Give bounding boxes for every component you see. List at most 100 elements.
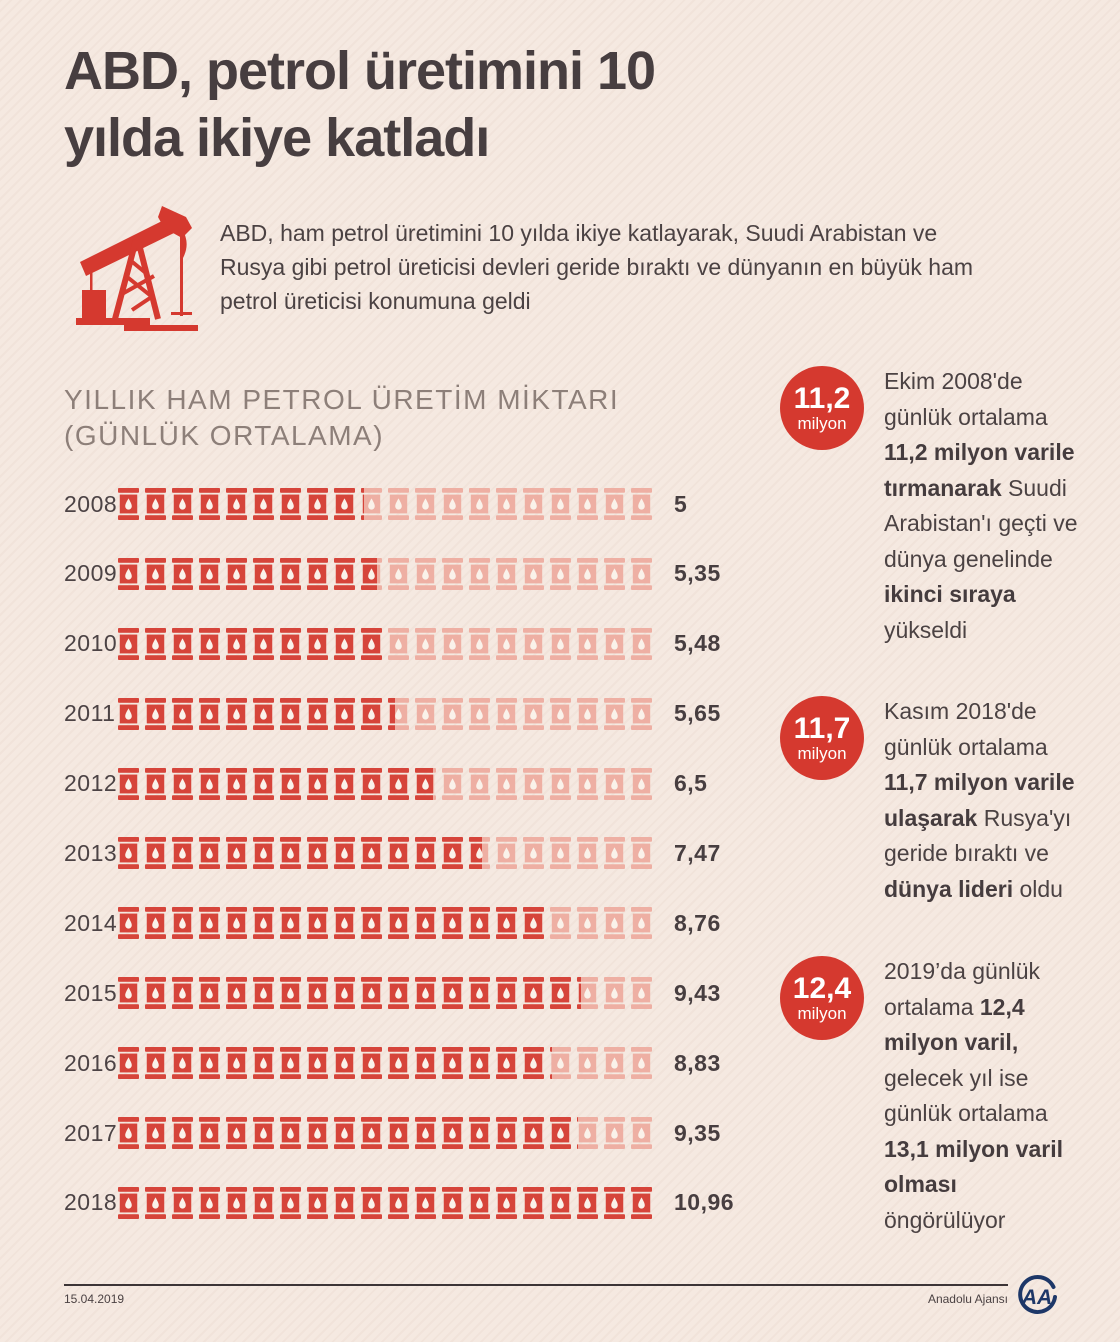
- barrel-icon: [361, 488, 382, 520]
- barrel-icon: [550, 907, 571, 940]
- barrel-icon: [496, 767, 517, 800]
- barrel-icon: [604, 1186, 625, 1219]
- barrel-icon: [118, 907, 139, 940]
- barrel-icon: [253, 907, 274, 940]
- barrel-icon: [334, 557, 355, 590]
- barrel-icon: [334, 627, 355, 660]
- barrel-icon: [280, 767, 301, 800]
- value-label: 6,5: [674, 770, 708, 797]
- barrel-icon: [253, 1186, 274, 1219]
- barrel-track: [118, 767, 658, 800]
- barrel-icon: [145, 627, 166, 660]
- barrel-icon: [550, 767, 571, 800]
- barrel-icon: [631, 697, 652, 730]
- barrel-icon: [631, 907, 652, 940]
- barrel-icon: [307, 767, 328, 800]
- barrel-icon: [550, 627, 571, 660]
- barrel-icon: [307, 1047, 328, 1080]
- barrel-icon: [496, 907, 517, 940]
- barrel-icon: [496, 1047, 517, 1080]
- value-label: 5,48: [674, 630, 721, 657]
- value-label: 5: [674, 490, 688, 517]
- value-label: 7,47: [674, 839, 721, 866]
- barrel-icon: [334, 767, 355, 800]
- barrel-icon: [118, 977, 139, 1010]
- barrel-icon: [172, 557, 193, 590]
- barrel-icon: [388, 627, 409, 660]
- barrel-icon: [226, 1186, 247, 1219]
- year-label: 2015: [64, 979, 118, 1006]
- barrel-icon: [442, 1186, 463, 1219]
- barrel-icon: [307, 557, 328, 590]
- value-label: 10,96: [674, 1189, 735, 1216]
- barrel-icon: [388, 1117, 409, 1150]
- svg-text:AA: AA: [1021, 1286, 1052, 1309]
- barrel-icon: [253, 1047, 274, 1080]
- year-label: 2012: [64, 770, 118, 797]
- barrel-icon: [172, 767, 193, 800]
- barrel-icon: [280, 837, 301, 870]
- year-label: 2017: [64, 1119, 118, 1146]
- barrel-icon: [523, 1117, 544, 1150]
- barrel-icon: [577, 1117, 598, 1150]
- barrel-icon: [523, 837, 544, 870]
- barrel-icon: [523, 977, 544, 1010]
- barrel-icon: [118, 697, 139, 730]
- barrel-icon: [577, 697, 598, 730]
- badge-value: 11,2: [793, 381, 851, 415]
- barrel-icon: [442, 767, 463, 800]
- barrel-icon: [550, 1047, 571, 1080]
- barrel-icon: [334, 837, 355, 870]
- chart-row-2015: 2015 9,43: [64, 977, 804, 1010]
- barrel-icon: [118, 488, 139, 520]
- barrel-track: [118, 627, 658, 660]
- barrel-icon: [280, 1186, 301, 1219]
- barrel-icon: [577, 767, 598, 800]
- footer-divider: [64, 1284, 1008, 1286]
- barrel-icon: [280, 907, 301, 940]
- barrel-track: [118, 1047, 658, 1080]
- barrel-icon: [442, 627, 463, 660]
- barrel-icon: [199, 977, 220, 1010]
- year-label: 2011: [64, 700, 116, 727]
- barrel-icon: [199, 697, 220, 730]
- barrel-icon: [469, 837, 490, 870]
- aa-agency-logo: AA: [1018, 1275, 1057, 1314]
- barrel-icon: [253, 767, 274, 800]
- value-label: 9,43: [674, 979, 721, 1006]
- callout-2: 11,7 milyon Kasım 2018'de günlük ortalama …: [780, 694, 1084, 907]
- barrel-track: [118, 977, 658, 1010]
- barrel-icon: [334, 1047, 355, 1080]
- barrel-icon: [388, 1047, 409, 1080]
- barrel-icon: [172, 488, 193, 520]
- barrel-icon: [631, 1117, 652, 1150]
- barrel-icon: [550, 488, 571, 520]
- barrel-icon: [145, 837, 166, 870]
- barrel-icon: [226, 767, 247, 800]
- chart-row-2016: 2016 8,83: [64, 1047, 804, 1080]
- barrel-icon: [199, 488, 220, 520]
- barrel-icon: [604, 488, 625, 520]
- barrel-icon: [172, 977, 193, 1010]
- barrel-icon: [226, 1047, 247, 1080]
- barrel-icon: [118, 837, 139, 870]
- barrel-icon: [226, 557, 247, 590]
- barrel-icon: [496, 488, 517, 520]
- barrel-icon: [172, 907, 193, 940]
- barrel-icon: [280, 977, 301, 1010]
- barrel-icon: [145, 1047, 166, 1080]
- barrel-icon: [469, 627, 490, 660]
- barrel-icon: [361, 627, 382, 660]
- barrel-icon: [199, 1047, 220, 1080]
- barrel-icon: [253, 697, 274, 730]
- barrel-icon: [280, 557, 301, 590]
- callout-3: 12,4 milyon 2019’da günlük ortalama 12,4 m…: [780, 954, 1084, 1238]
- barrel-icon: [442, 488, 463, 520]
- callouts-column: 11,2 milyon Ekim 2008'de günlük ortalama 1…: [780, 364, 1086, 1264]
- barrel-track: [118, 1117, 658, 1150]
- barrel-icon: [307, 627, 328, 660]
- barrel-icon: [604, 697, 625, 730]
- barrel-icon: [199, 627, 220, 660]
- year-label: 2008: [64, 490, 118, 517]
